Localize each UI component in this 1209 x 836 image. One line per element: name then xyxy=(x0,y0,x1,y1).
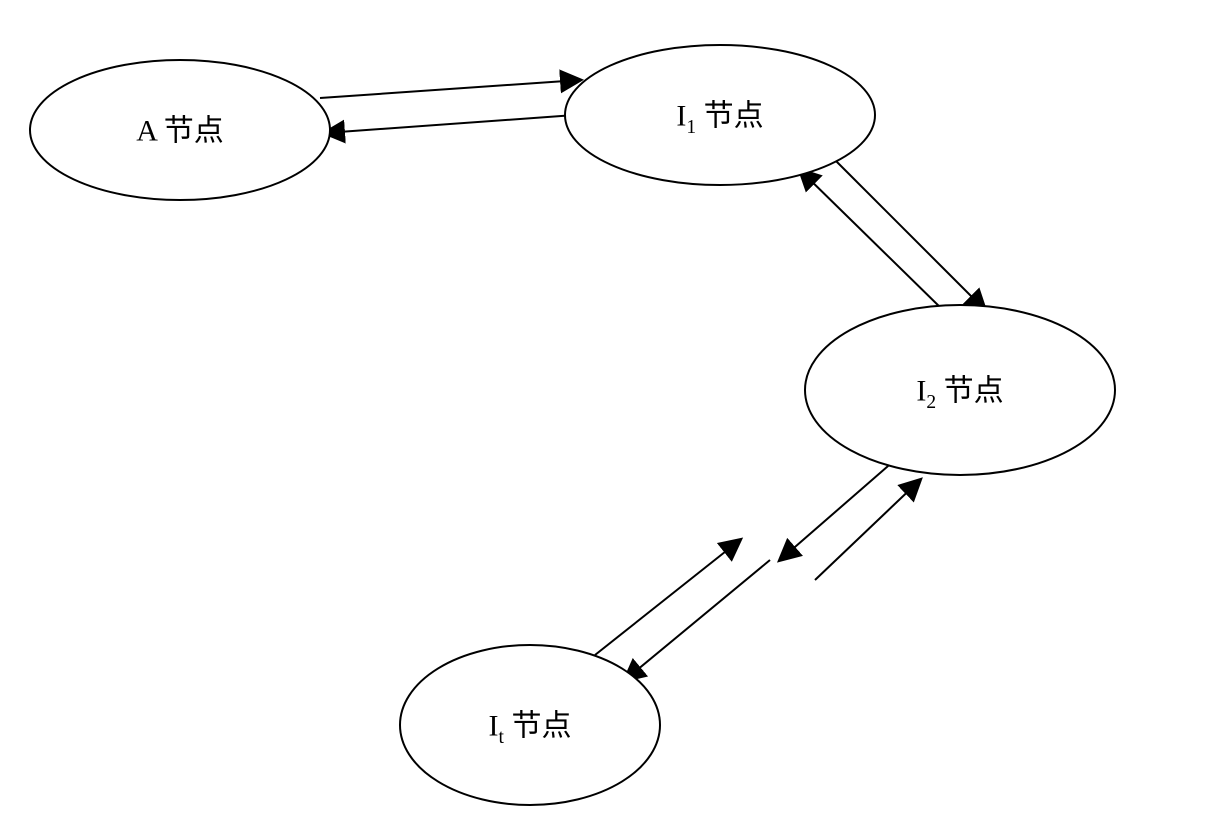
node-I2: I2 节点 xyxy=(805,305,1115,475)
node-label-A: A 节点 xyxy=(136,115,224,148)
node-It: It 节点 xyxy=(400,645,660,805)
node-I1: I1 节点 xyxy=(565,45,875,185)
edge-A-I1 xyxy=(320,80,580,133)
edge-I1-I2 xyxy=(800,160,985,312)
edge-It-I2 xyxy=(595,540,770,680)
node-A: A 节点 xyxy=(30,60,330,200)
edge-I2-It xyxy=(780,460,920,580)
